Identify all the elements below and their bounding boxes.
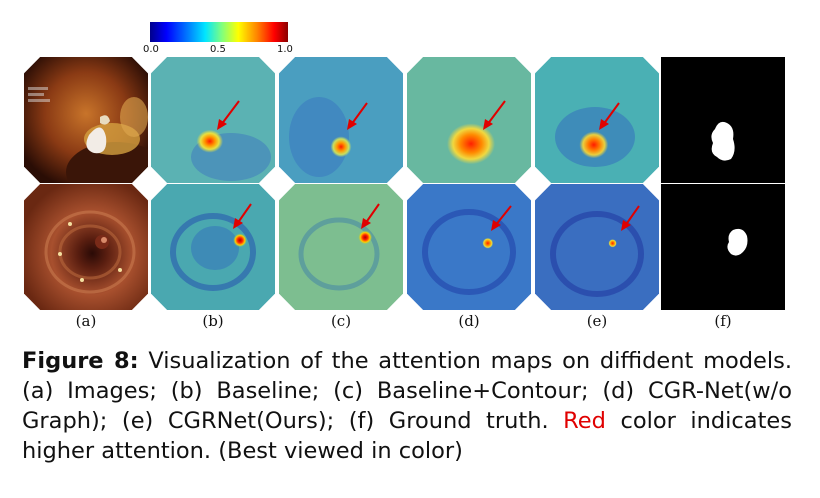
attention-map-row2-cgrnet-wo-graph <box>407 184 531 310</box>
caption-label: Figure 8: <box>22 348 139 374</box>
column-label-d: (d) <box>458 312 480 330</box>
arrow-icon <box>364 203 380 225</box>
arrow-icon <box>486 100 506 126</box>
arrow-icon <box>350 102 368 126</box>
image-row1-original <box>24 57 148 183</box>
column-label-b: (b) <box>202 312 224 330</box>
arrow-icon <box>236 203 252 225</box>
colorbar-max-label: 1.0 <box>277 44 293 55</box>
figure-caption: Figure 8: Visualization of the attention… <box>22 346 792 466</box>
ground-truth-row1 <box>661 57 785 183</box>
column-label-f: (f) <box>714 312 732 330</box>
arrow-icon <box>220 100 240 126</box>
attention-map-row2-baseline <box>151 184 275 310</box>
arrow-icon <box>494 205 512 227</box>
caption-text-1: Visualization of the attention maps on d… <box>22 348 792 434</box>
attention-map-row1-baseline <box>151 57 275 183</box>
attention-map-row2-cgrnet-ours <box>535 184 659 310</box>
attention-map-row2-baseline-contour <box>279 184 403 310</box>
colorbar-min-label: 0.0 <box>143 44 159 55</box>
caption-red-word: Red <box>563 408 606 434</box>
image-row2-original <box>24 184 148 310</box>
colorbar <box>150 22 288 42</box>
ground-truth-row2 <box>661 184 785 310</box>
attention-map-row1-baseline-contour <box>279 57 403 183</box>
arrow-icon <box>602 102 620 126</box>
column-label-c: (c) <box>330 312 352 330</box>
colorbar-mid-label: 0.5 <box>210 44 226 55</box>
attention-map-row1-cgrnet-ours <box>535 57 659 183</box>
column-label-a: (a) <box>75 312 97 330</box>
arrow-icon <box>624 205 640 227</box>
column-label-e: (e) <box>586 312 608 330</box>
caption-text-2: color indicates higher attention. (Best … <box>22 408 792 464</box>
attention-map-row1-cgrnet-wo-graph <box>407 57 531 183</box>
